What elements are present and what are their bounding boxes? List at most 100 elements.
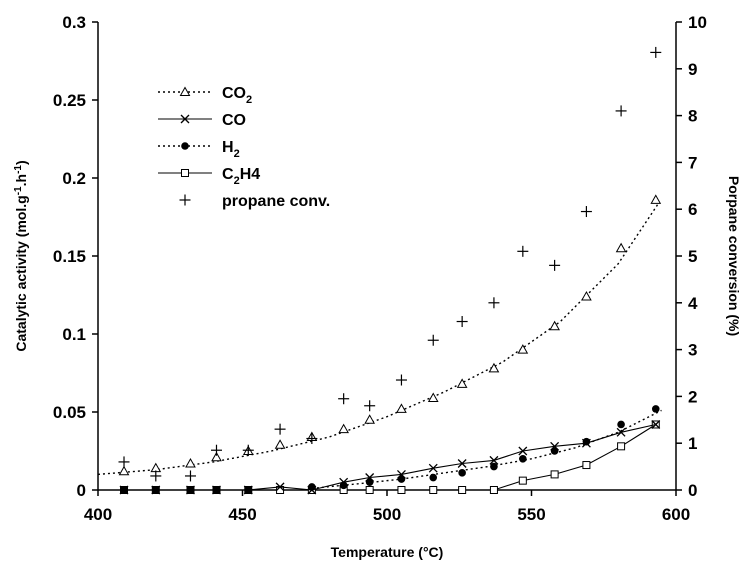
data-point-co2 — [456, 378, 468, 388]
series-co2-trend — [97, 202, 660, 476]
data-point-co2 — [185, 457, 196, 468]
data-point-co2 — [581, 291, 592, 301]
data-point-co2 — [338, 423, 350, 434]
series-propane-conv — [118, 46, 662, 482]
y-axis-title-part: .h — [13, 174, 29, 186]
data-point-propane-conv — [549, 259, 561, 271]
series-line — [124, 424, 657, 491]
data-point-h2 — [651, 405, 660, 413]
legend-marker — [179, 194, 191, 206]
legend-item: propane conv. — [179, 193, 330, 210]
data-point-h2 — [152, 486, 160, 494]
data-point-propane-conv — [338, 393, 350, 405]
data-point-co2 — [364, 414, 376, 424]
data-point-propane-conv — [395, 374, 407, 386]
data-point-propane-conv — [427, 334, 439, 346]
data-point-h2 — [308, 483, 316, 491]
data-point-propane-conv — [456, 316, 468, 328]
y2-tick-label: 1 — [688, 434, 697, 453]
y2-tick-label: 3 — [688, 341, 697, 360]
y-axis-title-part: -1 — [13, 186, 24, 195]
y-tick-label: 0 — [77, 481, 86, 500]
data-point-h2 — [519, 455, 527, 463]
data-point-propane-conv — [118, 456, 130, 468]
data-point-co — [428, 463, 438, 473]
y-tick-label: 0.1 — [62, 325, 86, 344]
legend-label: propane conv. — [222, 193, 330, 210]
y-tick-label: 0.25 — [53, 91, 86, 110]
data-point-co — [275, 482, 285, 492]
y2-tick-label: 9 — [688, 60, 697, 79]
y2-tick-label: 5 — [688, 247, 697, 266]
y-axis-title-part: Catalytic activity (mol.g — [13, 195, 29, 351]
y2-tick-label: 6 — [688, 200, 697, 219]
data-point-co — [457, 459, 467, 468]
data-point-co — [616, 427, 626, 437]
y2-tick-label: 7 — [688, 153, 697, 172]
data-point-propane-conv — [517, 245, 529, 257]
y-tick-label: 0.3 — [62, 13, 86, 32]
legend-item: H2 — [158, 139, 240, 160]
data-point-h2 — [582, 437, 591, 446]
data-point-h2 — [365, 478, 374, 487]
data-point-c2h4 — [397, 486, 406, 494]
data-point-h2 — [550, 447, 559, 455]
data-point-propane-conv — [184, 470, 196, 482]
data-point-co — [518, 446, 528, 456]
data-point-co2 — [396, 403, 407, 413]
legend-marker — [180, 114, 190, 124]
data-point-co2 — [488, 362, 500, 373]
legend-label: CO2 — [222, 85, 252, 106]
data-point-propane-conv — [488, 297, 500, 309]
y-tick-label: 0.15 — [53, 247, 86, 266]
y2-tick-label: 8 — [688, 107, 697, 126]
data-point-c2h4 — [550, 470, 559, 479]
legend-item: CO2 — [158, 85, 252, 106]
data-point-c2h4 — [489, 486, 498, 494]
data-point-c2h4 — [582, 461, 591, 470]
legend-label: C2H4 — [222, 166, 260, 187]
data-point-h2 — [490, 462, 498, 471]
data-point-propane-conv — [210, 444, 222, 456]
data-point-propane-conv — [306, 433, 318, 445]
data-point-h2 — [339, 481, 348, 490]
series-line — [124, 423, 656, 491]
data-point-h2 — [429, 473, 438, 482]
y-tick-label: 0.2 — [62, 169, 86, 188]
legend-label: H2 — [222, 139, 240, 160]
legend-label: CO — [222, 112, 246, 129]
y2-tick-label: 2 — [688, 387, 697, 406]
series-c2h4 — [120, 420, 660, 494]
data-point-co2 — [118, 465, 130, 476]
data-point-co2 — [517, 344, 529, 354]
x-tick-label: 500 — [373, 505, 401, 524]
data-point-h2 — [120, 486, 128, 494]
x-tick-label: 400 — [84, 505, 112, 524]
data-point-h2 — [212, 486, 221, 494]
legend-marker — [179, 86, 191, 96]
y-axis-title-part: -1 — [13, 165, 24, 174]
data-point-propane-conv — [150, 470, 162, 482]
y2-axis-title: Porpane conversion (%) — [726, 176, 740, 336]
y2-ticks: 0 1 2 3 4 5 6 7 8 9 10 — [676, 13, 707, 500]
legend: CO2 CO H2 C2H4 propane conv. — [158, 85, 330, 210]
series-h2-trend — [311, 409, 662, 490]
series-line — [311, 409, 662, 490]
data-point-c2h4 — [365, 486, 374, 494]
y-ticks: 0 0.05 0.1 0.15 0.2 0.25 0.3 — [53, 13, 98, 500]
data-point-co2 — [427, 392, 439, 402]
data-point-co2 — [549, 320, 560, 331]
y2-tick-label: 4 — [688, 294, 698, 313]
data-point-propane-conv — [650, 46, 662, 58]
series-h2 — [120, 405, 660, 494]
x-tick-label: 550 — [517, 505, 545, 524]
data-point-propane-conv — [364, 400, 376, 412]
x-ticks: 400 450 500 550 600 — [84, 490, 690, 524]
data-point-propane-conv — [242, 444, 254, 456]
data-point-co2 — [211, 451, 222, 462]
legend-marker — [181, 142, 189, 150]
data-point-h2 — [458, 469, 466, 477]
data-point-c2h4 — [518, 476, 527, 485]
data-point-h2 — [617, 420, 625, 429]
